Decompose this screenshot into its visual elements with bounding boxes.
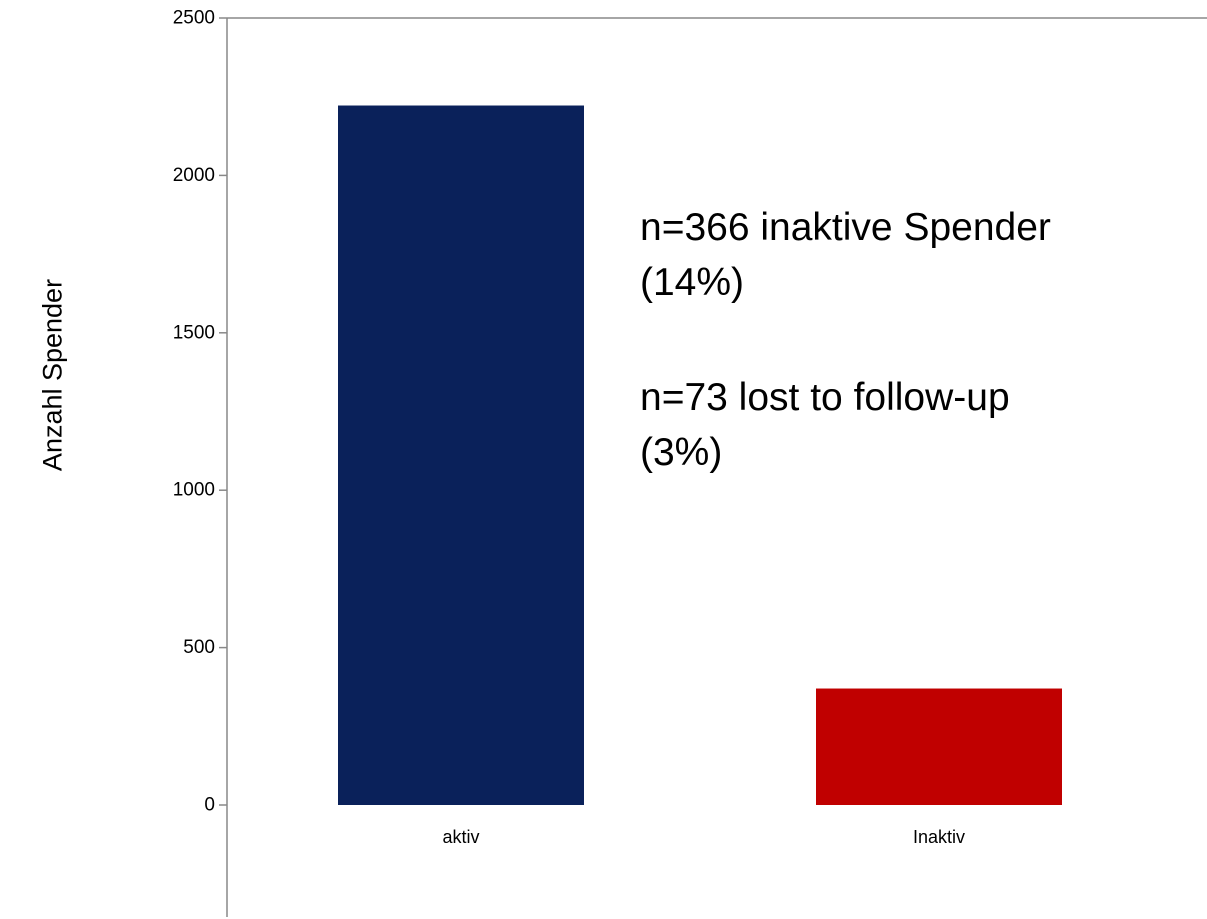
y-tick-label: 2000: [173, 165, 215, 186]
annotation-lost-percent: (3%): [640, 431, 723, 474]
annotation-inactive-count: n=366 inaktive Spender: [640, 206, 1051, 249]
bars: [338, 105, 1062, 805]
y-tick-label: 500: [183, 637, 215, 658]
annotation-lost-count: n=73 lost to follow-up: [640, 376, 1010, 419]
bar-aktiv: [338, 105, 584, 805]
x-tick-labels: aktiv Inaktiv: [442, 827, 965, 847]
y-tick-label: 2500: [173, 8, 215, 29]
y-ticks: 0 500 1000 1500 2000 2500: [173, 8, 227, 816]
bar-inaktiv: [816, 688, 1062, 805]
annotation-inactive-donors: n=366 inaktive Spender (14%): [640, 200, 1200, 310]
annotation-lost-to-follow-up: n=73 lost to follow-up (3%): [640, 370, 1200, 480]
y-tick-label: 1000: [173, 480, 215, 501]
annotation-inactive-percent: (14%): [640, 261, 745, 304]
x-tick-label: aktiv: [442, 827, 479, 847]
y-axis-label: Anzahl Spender: [37, 278, 68, 472]
y-tick-label: 0: [204, 795, 215, 816]
x-tick-label: Inaktiv: [913, 827, 965, 847]
y-tick-label: 1500: [173, 322, 215, 343]
